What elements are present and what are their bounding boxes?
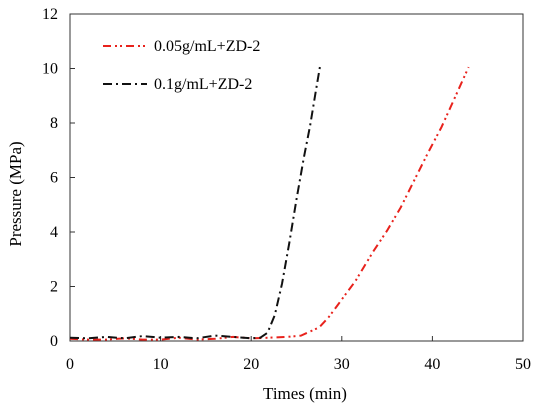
legend-label-2: 0.1g/mL+ZD-2 <box>154 76 252 93</box>
x-tick-label: 10 <box>153 356 169 373</box>
y-tick-label: 4 <box>50 224 58 241</box>
x-tick-label: 30 <box>334 356 350 373</box>
y-tick-label: 10 <box>42 61 58 78</box>
y-axis-title: Pressure (MPa) <box>6 141 25 246</box>
plot-area: 0 10 20 30 40 50 0 2 4 6 8 10 12 <box>42 6 531 373</box>
x-tick-label: 50 <box>515 356 531 373</box>
x-tick-label: 20 <box>243 356 259 373</box>
series-line-2 <box>69 65 322 340</box>
y-tick-label: 6 <box>50 170 58 187</box>
legend: 0.05g/mL+ZD-2 0.1g/mL+ZD-2 <box>103 38 260 93</box>
y-tick-label: 12 <box>42 6 58 23</box>
x-axis-title: Times (min) <box>263 384 347 403</box>
x-tick-label: 40 <box>424 356 440 373</box>
legend-label-1: 0.05g/mL+ZD-2 <box>154 38 260 55</box>
x-tick-label: 0 <box>66 356 74 373</box>
series-line-1 <box>69 66 470 341</box>
y-tick-label: 2 <box>50 279 58 296</box>
plot-frame <box>69 13 524 342</box>
y-tick-label: 0 <box>50 333 58 350</box>
y-tick-label: 8 <box>50 115 58 132</box>
